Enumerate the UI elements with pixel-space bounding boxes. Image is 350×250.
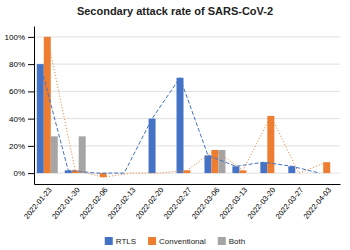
- x-tick-label: 2022-02-20: [134, 186, 166, 221]
- bar: [211, 150, 218, 173]
- x-tick-label: 2022-03-13: [218, 186, 250, 221]
- y-tick: 100%: [5, 33, 34, 42]
- bar: [260, 162, 267, 173]
- x-axis: 2022-01-232022-01-302022-02-062022-02-13…: [22, 184, 340, 221]
- y-tick: 60%: [9, 87, 34, 96]
- legend-label: Conventional: [159, 237, 206, 246]
- x-tick-label: 2022-04-03: [302, 186, 334, 221]
- legend-swatch: [148, 237, 156, 245]
- bar-series: [37, 64, 295, 173]
- y-tick: 80%: [9, 60, 34, 69]
- bar: [156, 173, 163, 174]
- trend-line: [47, 37, 326, 177]
- y-tick: 20%: [9, 142, 34, 151]
- bar: [246, 173, 253, 174]
- x-tick-label: 2022-03-27: [274, 186, 306, 221]
- bar: [295, 173, 302, 174]
- bar-series: [44, 37, 330, 177]
- y-tick-label: 40%: [9, 115, 25, 124]
- bar: [204, 155, 211, 173]
- legend-item: Conventional: [148, 237, 206, 246]
- bar: [218, 150, 225, 173]
- legend-item: RTLS: [105, 237, 136, 246]
- plot: 0%20%40%60%80%100%2022-01-232022-01-3020…: [5, 27, 341, 221]
- marks: [37, 37, 330, 177]
- bar: [149, 119, 156, 173]
- y-axis-line: [34, 27, 35, 185]
- x-tick-label: 2022-02-27: [162, 186, 194, 221]
- bar: [37, 64, 44, 173]
- trend-line: [40, 64, 319, 173]
- y-tick-mark: [28, 146, 34, 147]
- grid: [34, 37, 340, 173]
- chart: Secondary attack rate of SARS-CoV-2 0% 20%…: [0, 0, 350, 250]
- y-tick-label: 0%: [13, 169, 25, 178]
- y-tick: 40%: [9, 115, 34, 124]
- bar: [274, 173, 281, 174]
- grid-line: [34, 118, 340, 119]
- bar: [267, 116, 274, 173]
- grid-line: [34, 91, 340, 92]
- bar: [302, 173, 309, 174]
- y-tick-mark: [28, 37, 34, 38]
- bar: [288, 166, 295, 173]
- bar: [44, 37, 51, 173]
- bar: [177, 78, 184, 173]
- grid-line: [34, 36, 340, 37]
- bar: [323, 162, 330, 173]
- y-tick-mark: [28, 64, 34, 65]
- y-tick-label: 100%: [5, 33, 25, 42]
- bar: [51, 136, 58, 173]
- legend-swatch: [218, 237, 226, 245]
- y-axis: 0% 20% 40% 60% 80% 100%: [5, 27, 35, 185]
- bar: [330, 173, 337, 174]
- y-tick-mark: [28, 91, 34, 92]
- x-tick-label: 2022-01-30: [50, 186, 82, 221]
- legend-item: Both: [218, 237, 245, 246]
- bar: [232, 166, 239, 173]
- x-tick: 2022-04-03: [302, 184, 334, 221]
- x-tick-label: 2022-02-13: [106, 186, 138, 221]
- y-tick: 0%: [13, 169, 34, 178]
- bar: [79, 136, 86, 173]
- y-tick-label: 60%: [9, 87, 25, 96]
- x-tick-label: 2022-01-23: [22, 186, 54, 221]
- y-tick-mark: [28, 119, 34, 120]
- y-tick-mark: [28, 173, 34, 174]
- legend-label: RTLS: [116, 237, 136, 246]
- x-tick-label: 2022-03-06: [190, 186, 222, 221]
- grid-line: [34, 64, 340, 65]
- title: Secondary attack rate of SARS-CoV-2: [77, 5, 273, 17]
- y-tick-label: 20%: [9, 142, 25, 151]
- x-tick-label: 2022-03-20: [246, 186, 278, 221]
- x-axis-line: [35, 184, 341, 185]
- legend: RTLS Conventional Both: [105, 237, 245, 246]
- x-tick-label: 2022-02-06: [78, 186, 110, 221]
- legend-swatch: [105, 237, 113, 245]
- bar: [190, 173, 197, 174]
- legend-label: Both: [229, 237, 245, 246]
- bar: [135, 173, 142, 174]
- bar-series: [51, 136, 226, 173]
- y-tick-label: 80%: [9, 60, 25, 69]
